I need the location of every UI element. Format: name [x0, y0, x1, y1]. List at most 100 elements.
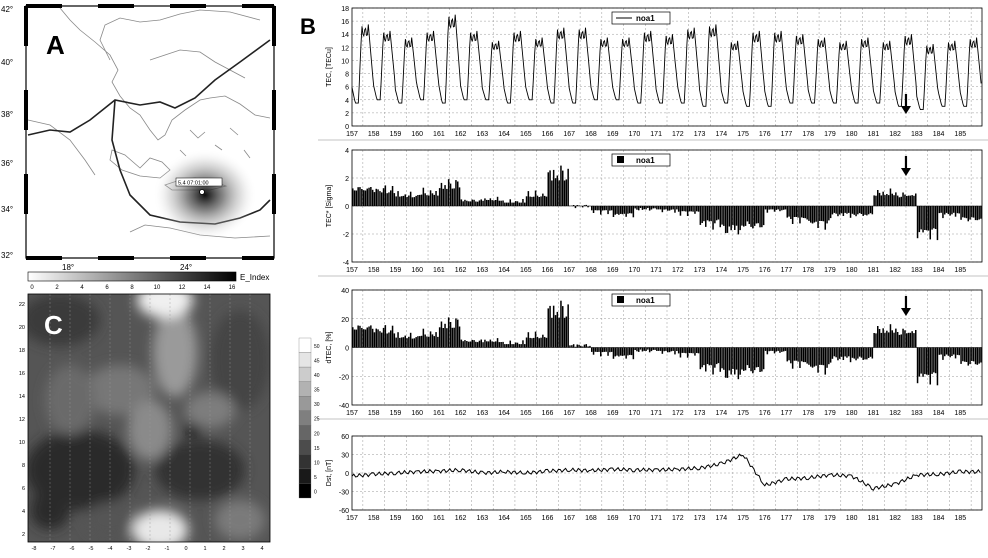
bar [376, 329, 378, 348]
x-tick-label: 164 [498, 267, 510, 274]
bar [765, 206, 767, 209]
bar [953, 348, 955, 355]
bar [879, 193, 881, 206]
bar [363, 190, 365, 206]
bar [852, 206, 854, 214]
bar [464, 340, 466, 347]
x-tick-label: 161 [433, 131, 445, 138]
bar [607, 206, 609, 214]
bar [522, 199, 524, 206]
bar [414, 338, 416, 347]
bar [873, 195, 875, 206]
bar [453, 328, 455, 348]
c-y-tick: 4 [22, 509, 25, 515]
c-x-tick: 0 [184, 546, 187, 552]
x-tick-label: 184 [933, 131, 945, 138]
bar [506, 203, 508, 206]
bar [683, 206, 685, 211]
bar [712, 348, 714, 375]
bar [513, 203, 515, 206]
bar [381, 192, 383, 206]
y-axis-label: TEC* [Sigma] [326, 185, 333, 227]
x-tick-label: 159 [390, 515, 402, 522]
bar [419, 195, 421, 206]
bar [953, 206, 955, 213]
bar [533, 197, 535, 206]
bar [412, 339, 414, 348]
bar [964, 206, 966, 218]
bar [595, 206, 597, 210]
x-tick-label: 161 [433, 515, 445, 522]
bar [381, 333, 383, 348]
bar [595, 348, 597, 352]
bar [783, 206, 785, 210]
bar [819, 206, 821, 221]
bar [913, 196, 915, 206]
bar [969, 206, 971, 220]
bar [834, 348, 836, 357]
x-tick-label: 164 [498, 515, 510, 522]
bar [832, 348, 834, 359]
bar [562, 171, 564, 206]
bar [654, 206, 656, 208]
bar [951, 348, 953, 357]
bar [645, 206, 647, 209]
bar [636, 348, 638, 352]
bar [783, 348, 785, 352]
bar [835, 206, 837, 214]
bar [450, 322, 452, 348]
bar [864, 206, 866, 215]
x-tick-label: 173 [694, 410, 706, 417]
bar [457, 320, 459, 348]
bar [944, 348, 946, 357]
bar [888, 332, 890, 347]
y-tick-label: 0 [345, 471, 349, 478]
bar [866, 348, 868, 360]
bar [899, 335, 901, 348]
bar [459, 187, 461, 206]
bar [611, 348, 613, 352]
bar [768, 348, 770, 352]
x-tick-label: 182 [889, 267, 901, 274]
bar [714, 206, 716, 223]
bar [796, 348, 798, 361]
y-tick-label: 2 [345, 176, 349, 183]
bar [629, 348, 631, 355]
x-tick-label: 175 [737, 410, 749, 417]
bar [803, 348, 805, 363]
panel-letter-c: C [44, 310, 63, 340]
bar [823, 206, 825, 221]
bar [631, 206, 633, 213]
bar [933, 206, 935, 228]
bar [971, 206, 973, 217]
x-tick-label: 160 [411, 410, 423, 417]
bar [720, 206, 722, 227]
bar [805, 348, 807, 363]
bar [790, 206, 792, 219]
bar [365, 330, 367, 348]
x-tick-label: 167 [563, 267, 575, 274]
bar [736, 348, 738, 370]
bar [479, 341, 481, 348]
colorbar-c-cell [299, 382, 311, 397]
bar [700, 348, 702, 370]
x-tick-label: 160 [411, 267, 423, 274]
colorbar-a-tick: 6 [105, 285, 109, 291]
y-tick-label: 4 [345, 98, 349, 105]
bar [638, 206, 640, 210]
bar [537, 196, 539, 206]
bar [415, 337, 417, 347]
bar [910, 196, 912, 206]
c-y-tick: 18 [19, 348, 25, 354]
bar [365, 191, 367, 207]
bar [736, 206, 738, 226]
bar [910, 333, 912, 348]
bar [524, 344, 526, 347]
bar [721, 348, 723, 369]
bar [417, 195, 419, 206]
bar [401, 196, 403, 206]
x-tick-label: 182 [889, 515, 901, 522]
bar [828, 206, 830, 220]
lat-label: 34° [1, 205, 13, 214]
bar [752, 348, 754, 374]
